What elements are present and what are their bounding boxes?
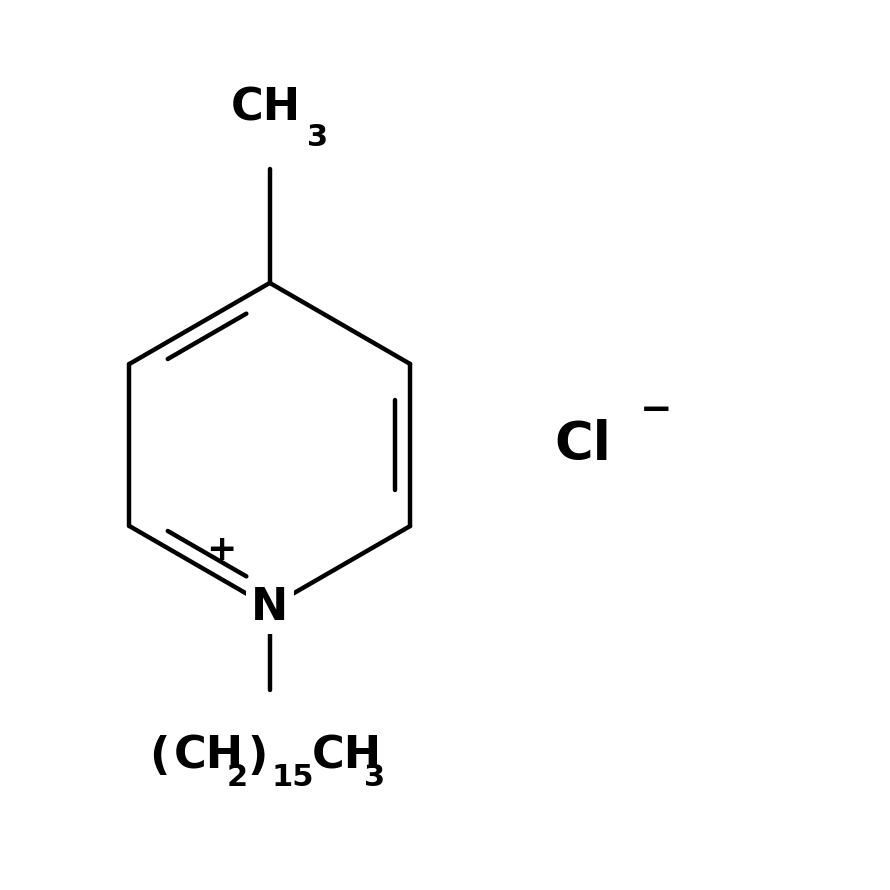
Text: 15: 15: [272, 764, 314, 792]
Text: 3: 3: [307, 123, 328, 151]
Text: −: −: [641, 391, 673, 429]
Text: ): ): [247, 734, 268, 778]
Text: +: +: [206, 533, 237, 567]
Text: (: (: [150, 734, 170, 778]
Text: CH: CH: [312, 734, 382, 778]
Text: Cl: Cl: [554, 419, 611, 471]
Text: CH: CH: [174, 734, 244, 778]
Text: CH: CH: [231, 86, 301, 130]
Text: 2: 2: [226, 764, 247, 792]
Text: N: N: [251, 586, 288, 628]
Text: 3: 3: [364, 764, 385, 792]
